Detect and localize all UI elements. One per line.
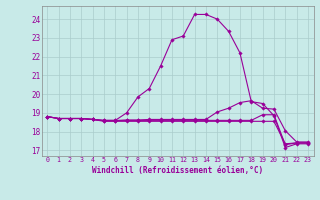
- X-axis label: Windchill (Refroidissement éolien,°C): Windchill (Refroidissement éolien,°C): [92, 166, 263, 175]
